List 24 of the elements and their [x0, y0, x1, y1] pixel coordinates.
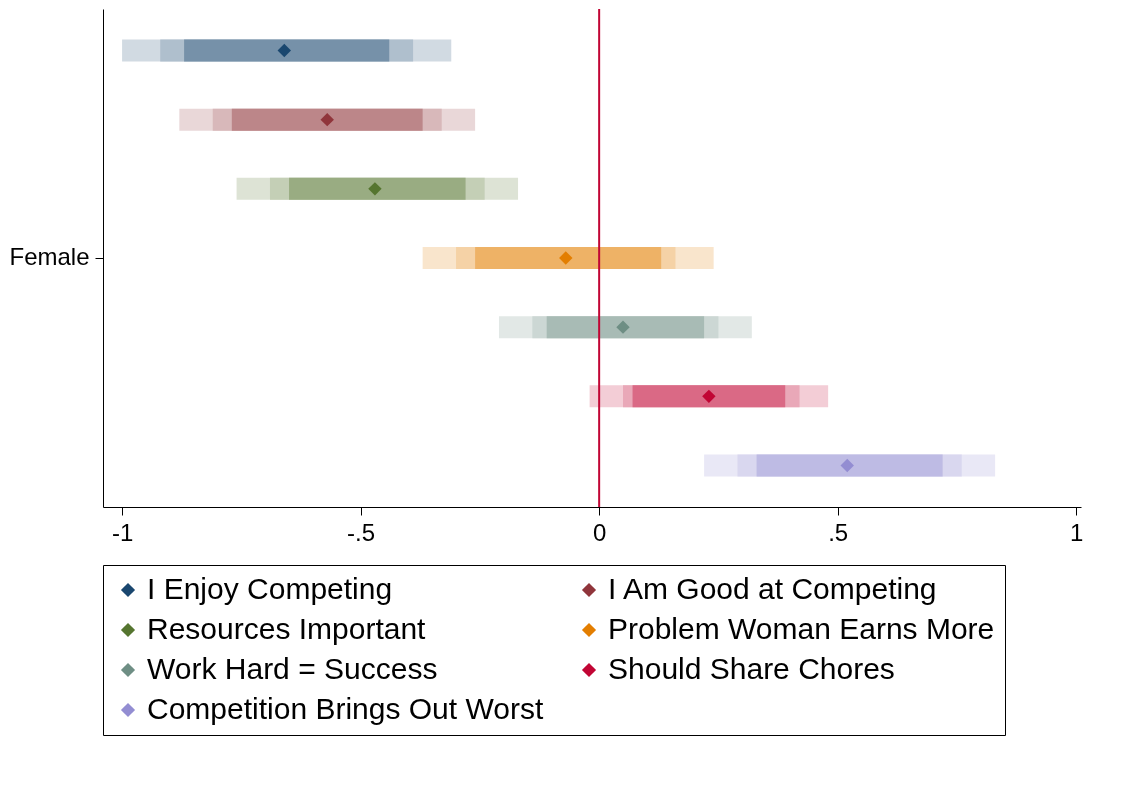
x-tick-label: 0	[592, 518, 607, 546]
legend-label: Competition Brings Out Worst	[147, 692, 544, 725]
point	[616, 320, 630, 334]
point	[559, 251, 573, 265]
bar	[231, 108, 423, 131]
legend-label: Work Hard = Success	[147, 652, 438, 685]
legend-label: Problem Woman Earns More	[608, 612, 995, 645]
x-tick-label: .5	[828, 518, 849, 546]
point	[840, 458, 854, 473]
legend-label: Resources Important	[147, 612, 427, 645]
point	[368, 182, 382, 196]
bar	[289, 177, 466, 200]
point	[702, 389, 716, 404]
point	[320, 112, 334, 127]
legend-label: I Enjoy Competing	[147, 572, 393, 605]
bar	[184, 39, 390, 62]
legend-label: I Am Good at Competing	[608, 572, 937, 605]
point	[277, 43, 291, 58]
y-tick-label: Female	[9, 243, 90, 270]
x-tick-label: -.5	[347, 518, 376, 546]
x-tick-label: -1	[111, 518, 134, 546]
bar	[756, 454, 943, 477]
x-tick-label: 1	[1070, 518, 1084, 546]
legend-label: Should Share Chores	[608, 652, 895, 685]
